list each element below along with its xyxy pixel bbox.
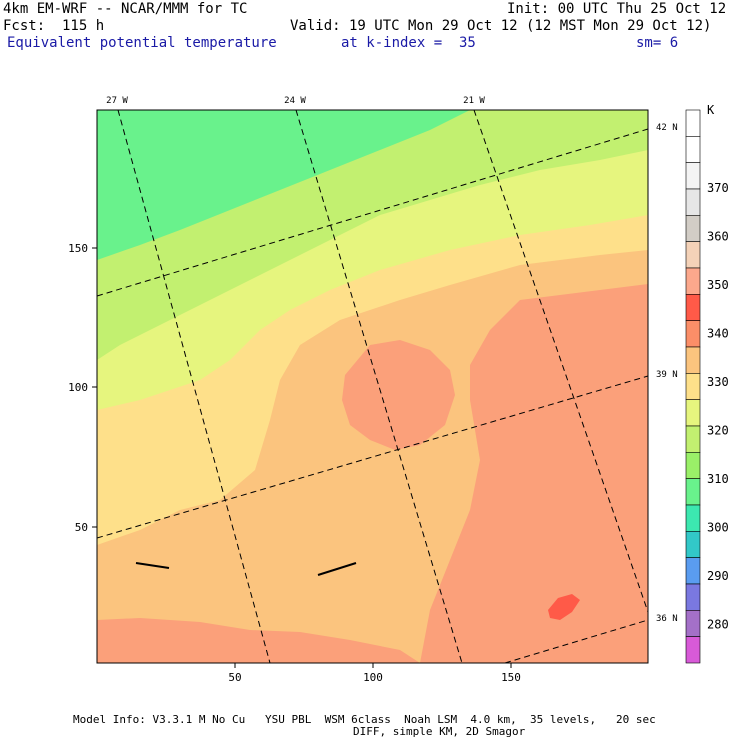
colorbar-label: 300 xyxy=(707,521,729,535)
colorbar-swatch xyxy=(685,531,701,558)
wind-barb-center xyxy=(317,562,357,576)
model-title: 4km EM-WRF -- NCAR/MMM for TC xyxy=(3,1,248,17)
latlon-grid xyxy=(97,110,648,663)
colorbar-swatch xyxy=(685,109,701,137)
colorbar-label: 370 xyxy=(707,181,729,195)
contour-330-340-sw xyxy=(97,618,420,663)
model-info-line2: DIFF, simple KM, 2D Smagor xyxy=(353,725,526,738)
colorbar-swatch xyxy=(685,136,701,163)
parallel-36n xyxy=(504,619,648,663)
colorbar-label: 360 xyxy=(707,230,729,244)
colorbar-unit: K xyxy=(707,103,715,117)
wind-barb-west xyxy=(135,562,170,569)
colorbar-swatch xyxy=(685,241,701,269)
colorbar-swatch xyxy=(685,478,701,506)
parallel-39n xyxy=(97,375,648,539)
smoothing-label: sm= 6 xyxy=(636,35,679,51)
colorbar-swatch xyxy=(685,267,701,295)
parallel-42n xyxy=(97,128,648,297)
colorbar-label: 310 xyxy=(707,472,729,486)
colorbar-swatch xyxy=(685,373,701,400)
lon-label-21w: 21 W xyxy=(463,96,485,106)
colorbar-label: 320 xyxy=(707,424,729,438)
level-label: at k-index = 35 xyxy=(341,35,476,51)
colorbar-swatch xyxy=(685,636,701,664)
axis-ticks xyxy=(92,247,512,668)
lat-label-42n: 42 N xyxy=(656,123,678,133)
colorbar-swatch xyxy=(685,294,701,321)
colorbar-label: 280 xyxy=(707,618,729,632)
lon-label-24w: 24 W xyxy=(284,96,306,106)
colorbar-label: 290 xyxy=(707,569,729,583)
colorbar-swatch xyxy=(685,504,701,532)
colorbar-swatch xyxy=(685,399,701,427)
colorbar-label: 330 xyxy=(707,375,729,389)
field-name: Equivalent potential temperature xyxy=(7,35,277,51)
warm-core xyxy=(342,340,455,450)
colorbar-label: 340 xyxy=(707,327,729,341)
meridian-21w xyxy=(473,110,648,613)
colorbar-swatch xyxy=(685,610,701,637)
colorbar-swatch xyxy=(685,452,701,479)
meridian-24w xyxy=(295,110,463,663)
colorbar-swatch xyxy=(685,557,701,585)
colorbar-swatch xyxy=(685,188,701,216)
forecast-hour: Fcst: 115 h xyxy=(3,18,105,34)
lon-label-27w: 27 W xyxy=(106,96,128,106)
colorbar xyxy=(685,109,701,664)
x-tick-150: 150 xyxy=(501,671,521,684)
model-info: Model Info: V3.3.1 M No Cu YSU PBL WSM 6… xyxy=(73,713,656,726)
meridian-27w xyxy=(117,110,271,663)
y-tick-100: 100 xyxy=(68,381,88,394)
contour-280-290 xyxy=(97,110,470,260)
y-tick-50: 50 xyxy=(75,521,88,534)
x-tick-50: 50 xyxy=(228,671,241,684)
colorbar-swatch xyxy=(685,583,701,611)
colorbar-swatch xyxy=(685,320,701,348)
theta-e-field xyxy=(97,110,648,663)
lat-label-36n: 36 N xyxy=(656,614,678,624)
colorbar-label: 350 xyxy=(707,278,729,292)
x-tick-100: 100 xyxy=(363,671,383,684)
colorbar-swatch xyxy=(685,425,701,453)
valid-time: Valid: 19 UTC Mon 29 Oct 12 (12 MST Mon … xyxy=(290,18,712,34)
lat-label-39n: 39 N xyxy=(656,370,678,380)
colorbar-swatch xyxy=(685,162,701,190)
hot-spot xyxy=(548,594,580,620)
y-tick-150: 150 xyxy=(68,242,88,255)
init-time: Init: 00 UTC Thu 25 Oct 12 xyxy=(507,1,727,17)
colorbar-swatch xyxy=(685,215,701,242)
colorbar-swatch xyxy=(685,346,701,374)
colorbar-labels: 370 360 350 340 330 320 310 300 290 280 xyxy=(707,181,729,632)
